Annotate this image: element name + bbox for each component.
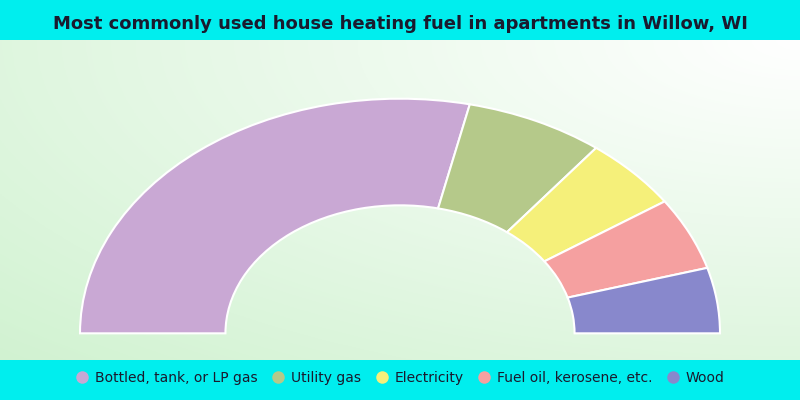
Text: Most commonly used house heating fuel in apartments in Willow, WI: Most commonly used house heating fuel in… [53,15,747,33]
Wedge shape [438,104,596,232]
Wedge shape [80,99,470,333]
Wedge shape [507,148,665,261]
Wedge shape [568,268,720,333]
Legend: Bottled, tank, or LP gas, Utility gas, Electricity, Fuel oil, kerosene, etc., Wo: Bottled, tank, or LP gas, Utility gas, E… [71,367,729,389]
Wedge shape [544,202,707,298]
